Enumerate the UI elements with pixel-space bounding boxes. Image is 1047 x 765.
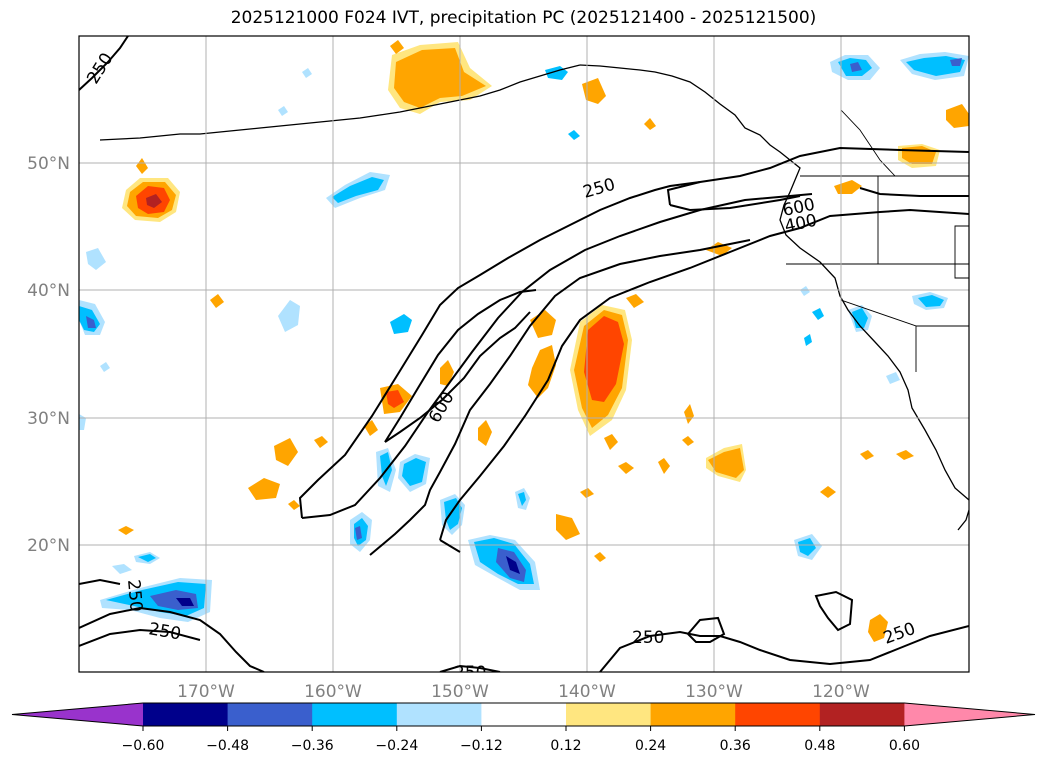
colorbar-tick-label: 0.24 (635, 738, 666, 754)
lon-tick-label: 170°W (177, 682, 235, 702)
colorbar-swatch (143, 703, 229, 726)
colorbar-swatch (396, 703, 482, 726)
colorbar-swatch (566, 703, 652, 726)
colorbar-swatch (819, 703, 905, 726)
colorbar: −0.60 −0.48 −0.36 −0.24 −0.12 0.12 0.24 0.36 0.4… (11, 702, 1036, 754)
lat-tick-label: 30°N (27, 409, 70, 429)
colorbar-tick-label: −0.36 (291, 738, 334, 754)
lon-tick-label: 150°W (431, 682, 489, 702)
plot-frame (78, 35, 970, 673)
longitude-axis: 170°W 160°W 150°W 140°W 130°W 120°W (177, 682, 870, 702)
colorbar-tick-label: 0.36 (720, 738, 751, 754)
contour-labels: 250 250 600 400 600 250 250 250 250 250 (83, 50, 918, 683)
colorbar-swatch (481, 703, 567, 726)
lat-tick-label: 40°N (27, 281, 70, 301)
lat-tick-label: 50°N (27, 154, 70, 174)
colorbar-tick-label: 0.48 (804, 738, 835, 754)
lat-tick-label: 20°N (27, 536, 70, 556)
coastlines (99, 64, 969, 531)
lon-tick-label: 140°W (558, 682, 616, 702)
colorbar-tick-label: −0.24 (375, 738, 418, 754)
latitude-axis: 50°N 40°N 30°N 20°N (27, 154, 70, 556)
lon-tick-label: 160°W (304, 682, 362, 702)
colorbar-swatch (735, 703, 821, 726)
colorbar-tick-label: −0.48 (206, 738, 249, 754)
colorbar-tick-label: 0.12 (550, 738, 581, 754)
colorbar-extend-high (904, 703, 1035, 726)
ivt-contours (79, 36, 969, 672)
colorbar-tick-label: 0.60 (889, 738, 920, 754)
colorbar-swatch (650, 703, 736, 726)
colorbar-tick-label: −0.60 (122, 738, 165, 754)
lon-tick-label: 130°W (685, 682, 743, 702)
contour-label: 250 (632, 628, 664, 648)
contour-label: 250 (454, 663, 486, 683)
lon-tick-label: 120°W (812, 682, 870, 702)
colorbar-swatch (227, 703, 313, 726)
map-plot-area: 250 250 600 400 600 250 250 250 250 250 (79, 36, 969, 683)
map-title: 2025121000 F024 IVT, precipitation PC (2… (230, 8, 817, 28)
colorbar-extend-low (12, 703, 143, 726)
contour-label: 250 (123, 579, 146, 613)
colorbar-swatch (312, 703, 398, 726)
colorbar-tick-label: −0.12 (460, 738, 503, 754)
